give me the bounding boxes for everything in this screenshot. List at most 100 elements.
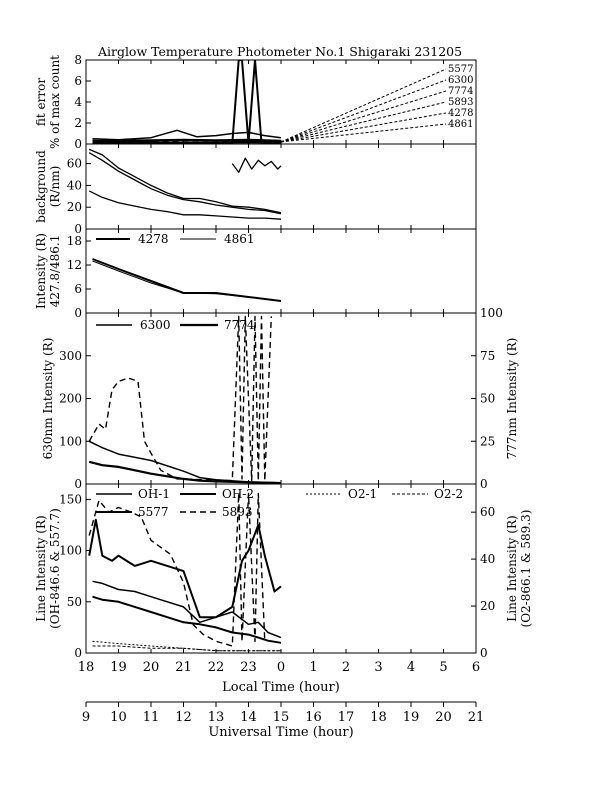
series-line-O2-1 — [92, 640, 281, 652]
y-tick-label: 50 — [67, 595, 82, 609]
chart-title: Airglow Temperature Photometer No.1 Shig… — [97, 44, 462, 59]
series-line-4278 — [92, 258, 282, 302]
series-line-5577 — [88, 518, 282, 619]
local-time-tick-label: 22 — [208, 660, 225, 675]
ut-tick-label: 19 — [403, 710, 420, 725]
local-time-tick-label: 21 — [175, 660, 192, 675]
ut-tick-label: 14 — [240, 710, 257, 725]
y-axis-label-right: Line Intensity (R) — [505, 515, 519, 621]
ut-tick-label: 17 — [338, 710, 355, 725]
series-line-unnamed — [88, 152, 282, 215]
local-time-tick-label: 3 — [374, 660, 382, 675]
series-line-unnamed — [88, 190, 282, 220]
y-tick-label: 6 — [74, 282, 82, 296]
y-tick-label: 0 — [74, 477, 82, 491]
legend-label-7774: 7774 — [224, 318, 255, 332]
legend-label-6300: 6300 — [448, 75, 473, 86]
legend-label-OH-1: OH-1 — [138, 487, 170, 501]
y-tick-label: 40 — [67, 178, 82, 192]
y-tick-label: 20 — [67, 200, 82, 214]
legend-label-O2-1: O2-1 — [348, 487, 377, 501]
legend-leader-5893 — [280, 101, 447, 143]
series-line-5893 — [88, 315, 272, 482]
y-tick-label: 2 — [74, 116, 82, 130]
local-time-tick-label: 18 — [78, 660, 95, 675]
y-tick-label: 60 — [67, 157, 82, 171]
series-line-OH-1 — [92, 580, 282, 639]
local-time-tick-label: 6 — [472, 660, 480, 675]
local-time-axis-label: Local Time (hour) — [222, 680, 340, 695]
legend-label-4278: 4278 — [448, 108, 473, 119]
legend-label-6300: 6300 — [140, 318, 171, 332]
y-tick-label-right: 75 — [480, 349, 495, 363]
y-axis-label-right: (O2-866.1 & 589.3) — [519, 510, 533, 628]
universal-time-axis-label: Universal Time (hour) — [208, 725, 353, 740]
legend-leader-7774 — [280, 90, 447, 143]
local-time-tick-label: 5 — [439, 660, 447, 675]
local-time-tick-label: 2 — [342, 660, 350, 675]
y-axis-label: 630nm Intensity (R) — [41, 338, 55, 460]
legend-label-7774: 7774 — [448, 86, 473, 97]
ut-tick-label: 15 — [273, 710, 290, 725]
ut-tick-label: 18 — [370, 710, 387, 725]
series-line-5577 — [92, 60, 281, 144]
ut-tick-label: 9 — [82, 710, 90, 725]
local-time-tick-label: 19 — [110, 660, 127, 675]
legend-label-4861: 4861 — [224, 232, 255, 246]
series-line-6300 — [92, 129, 282, 141]
ut-tick-label: 11 — [143, 710, 160, 725]
y-tick-label-right: 20 — [480, 599, 495, 613]
legend-label-O2-2: O2-2 — [434, 487, 463, 501]
y-tick-label-right: 25 — [480, 434, 495, 448]
ut-tick-label: 12 — [175, 710, 192, 725]
legend-leader-5577 — [280, 68, 447, 143]
y-tick-label: 6 — [74, 74, 82, 88]
y-tick-label: 100 — [59, 544, 82, 558]
series-line-5893 — [88, 492, 266, 647]
legend-label-5893: 5893 — [222, 505, 253, 519]
y-tick-label: 200 — [59, 392, 82, 406]
y-tick-label: 8 — [74, 53, 82, 67]
series-line-unnamed — [88, 148, 282, 214]
legend-leader-4278 — [280, 112, 447, 143]
local-time-tick-label: 23 — [240, 660, 257, 675]
legend-leader-4861 — [280, 123, 447, 143]
legend-leader-6300 — [280, 79, 447, 143]
y-tick-label-right: 0 — [480, 477, 488, 491]
ut-tick-label: 13 — [208, 710, 225, 725]
ut-tick-label: 20 — [435, 710, 452, 725]
series-line-4861 — [92, 260, 282, 302]
y-tick-label-right: 40 — [480, 552, 495, 566]
series-line-7774 — [88, 460, 282, 484]
series-line-unnamed — [231, 157, 282, 173]
panel-frame-intensity_6300_7774 — [85, 312, 477, 485]
y-tick-label: 0 — [74, 306, 82, 320]
y-tick-label: 12 — [67, 258, 82, 272]
panel-frame-background — [85, 143, 477, 230]
y-tick-label-right: 0 — [480, 646, 488, 660]
legend-label-5577: 5577 — [448, 64, 473, 75]
ut-tick-label: 16 — [305, 710, 322, 725]
panel-frame-fit_error — [85, 59, 477, 145]
y-axis-label: fit error — [34, 78, 48, 126]
y-axis-label: Intensity (R) — [34, 233, 48, 309]
legend-label-4278: 4278 — [138, 232, 169, 246]
legend-label-5577: 5577 — [138, 505, 169, 519]
legend-label-OH-2: OH-2 — [222, 487, 254, 501]
local-time-tick-label: 1 — [309, 660, 317, 675]
y-axis-label: (R/nm) — [48, 166, 62, 208]
ut-tick-label: 21 — [468, 710, 485, 725]
y-tick-label: 100 — [59, 434, 82, 448]
series-line-OH-2 — [92, 595, 282, 644]
y-axis-label: % of max count — [48, 55, 62, 149]
series-line-7774 — [92, 138, 282, 142]
y-tick-label: 300 — [59, 349, 82, 363]
y-tick-label-right: 100 — [480, 306, 503, 320]
local-time-tick-label: 4 — [407, 660, 415, 675]
ut-tick-label: 10 — [110, 710, 127, 725]
y-tick-label-right: 50 — [480, 392, 495, 406]
series-line-O2-2 — [92, 645, 281, 652]
local-time-tick-label: 0 — [277, 660, 285, 675]
